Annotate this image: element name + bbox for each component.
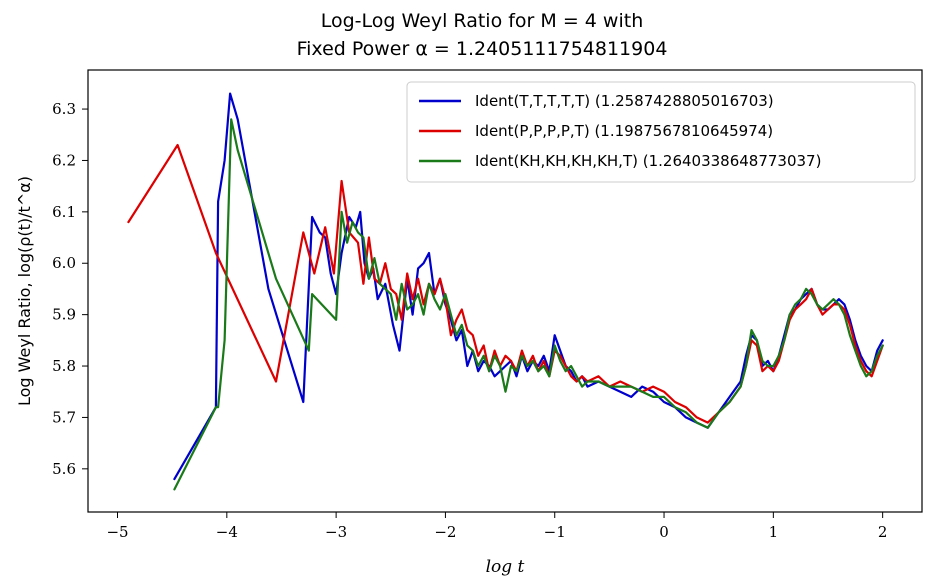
y-tick-label: 5.6 bbox=[52, 460, 76, 478]
x-tick-label: 1 bbox=[769, 523, 779, 541]
x-tick-label: −1 bbox=[544, 523, 566, 541]
x-tick-label: −2 bbox=[434, 523, 456, 541]
legend-box bbox=[406, 81, 916, 183]
y-tick-label: 6.1 bbox=[52, 203, 76, 221]
x-tick-label: 2 bbox=[878, 523, 888, 541]
legend-entry-2: Ident(P,P,P,P,T) (1.1987567810645974) bbox=[475, 122, 773, 140]
x-tick-label: −4 bbox=[216, 523, 238, 541]
legend: Ident(T,T,T,T,T) (1.2587428805016703) Ide… bbox=[406, 81, 916, 183]
y-tick-label: 5.8 bbox=[52, 357, 76, 375]
x-tick-label: 0 bbox=[659, 523, 669, 541]
y-tick-label: 5.7 bbox=[52, 408, 76, 426]
legend-entry-1: Ident(T,T,T,T,T) (1.2587428805016703) bbox=[475, 92, 774, 110]
x-tick-label: −3 bbox=[325, 523, 347, 541]
x-axis: −5 −4 −3 −2 −1 0 1 2 bbox=[106, 512, 887, 541]
series-line-3 bbox=[173, 118, 884, 491]
series-line-2 bbox=[127, 143, 884, 424]
chart-title-line-2: Fixed Power α = 1.2405111754811904 bbox=[297, 38, 668, 60]
x-axis-label: log t bbox=[486, 557, 525, 577]
y-tick-label: 6.0 bbox=[52, 254, 76, 272]
x-tick-label: −5 bbox=[106, 523, 128, 541]
y-tick-label: 5.9 bbox=[52, 306, 76, 324]
y-axis-label: Log Weyl Ratio, log(ρ(t)/t^α) bbox=[15, 176, 34, 406]
chart-title-line-1: Log-Log Weyl Ratio for M = 4 with bbox=[321, 10, 644, 32]
series-group bbox=[127, 92, 884, 491]
legend-entry-3: Ident(KH,KH,KH,KH,T) (1.2640338648773037… bbox=[475, 152, 821, 170]
y-tick-label: 6.3 bbox=[52, 100, 76, 118]
y-axis: 5.6 5.7 5.8 5.9 6.0 6.1 6.2 6.3 bbox=[52, 100, 88, 478]
y-tick-label: 6.2 bbox=[52, 151, 76, 169]
plot-area-frame bbox=[87, 69, 923, 513]
